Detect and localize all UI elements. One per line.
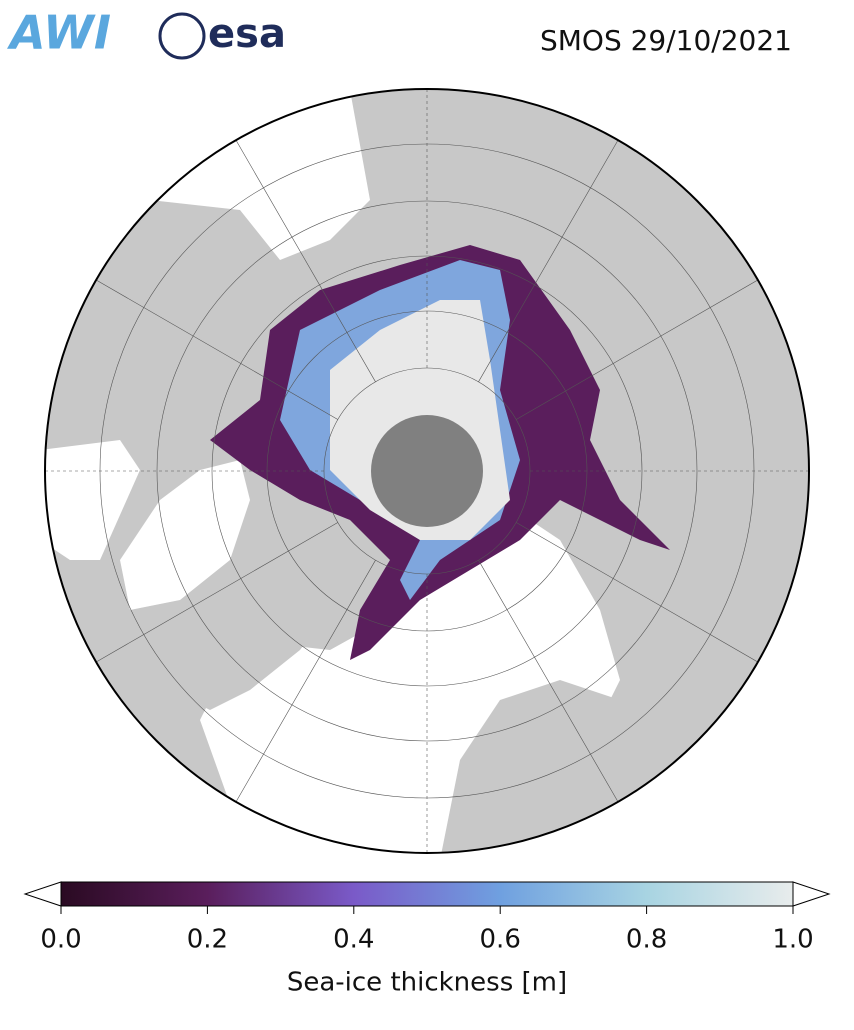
- meridian: [226, 124, 376, 382]
- meridian: [478, 124, 628, 382]
- meridian: [516, 270, 774, 420]
- colorbar-tick-label: 0.6: [480, 925, 521, 955]
- esa-emblem: [158, 12, 206, 60]
- colorbar-tick-label: 0.0: [40, 925, 81, 955]
- colorbar-label: Sea-ice thickness [m]: [287, 968, 567, 998]
- colorbar-tick-label: 0.4: [333, 925, 374, 955]
- colorbar-gradient: [60, 881, 794, 907]
- meridian: [226, 560, 376, 818]
- colorbar-tick-label: 1.0: [772, 925, 813, 955]
- esa-logo: esa: [208, 11, 286, 57]
- scandinavia: [440, 680, 640, 853]
- map: [45, 89, 809, 853]
- meridian: [516, 522, 774, 672]
- latitude-circle: [156, 200, 698, 742]
- canadian-archipelago-water: [120, 460, 250, 610]
- pole-hole: [371, 415, 483, 527]
- colorbar-tick-label: 0.8: [626, 925, 667, 955]
- colorbar-tick-label: 0.2: [187, 925, 228, 955]
- colorbar-extend-high: [792, 881, 831, 907]
- colorbar-extend-low: [23, 881, 62, 907]
- awi-logo: AWI: [7, 6, 111, 60]
- latitude-circle: [211, 255, 643, 687]
- map-title: SMOS 29/10/2021: [540, 24, 792, 57]
- greenland: [185, 500, 380, 710]
- map-frame: [44, 88, 810, 854]
- meridian: [80, 270, 338, 420]
- hudson-bay: [45, 440, 140, 560]
- meridian: [80, 522, 338, 672]
- meridian: [478, 560, 628, 818]
- graticule: [45, 89, 809, 853]
- colorbar: Sea-ice thickness [m] 0.0 0.2 0.4 0.6 0.8 1.0: [23, 881, 831, 998]
